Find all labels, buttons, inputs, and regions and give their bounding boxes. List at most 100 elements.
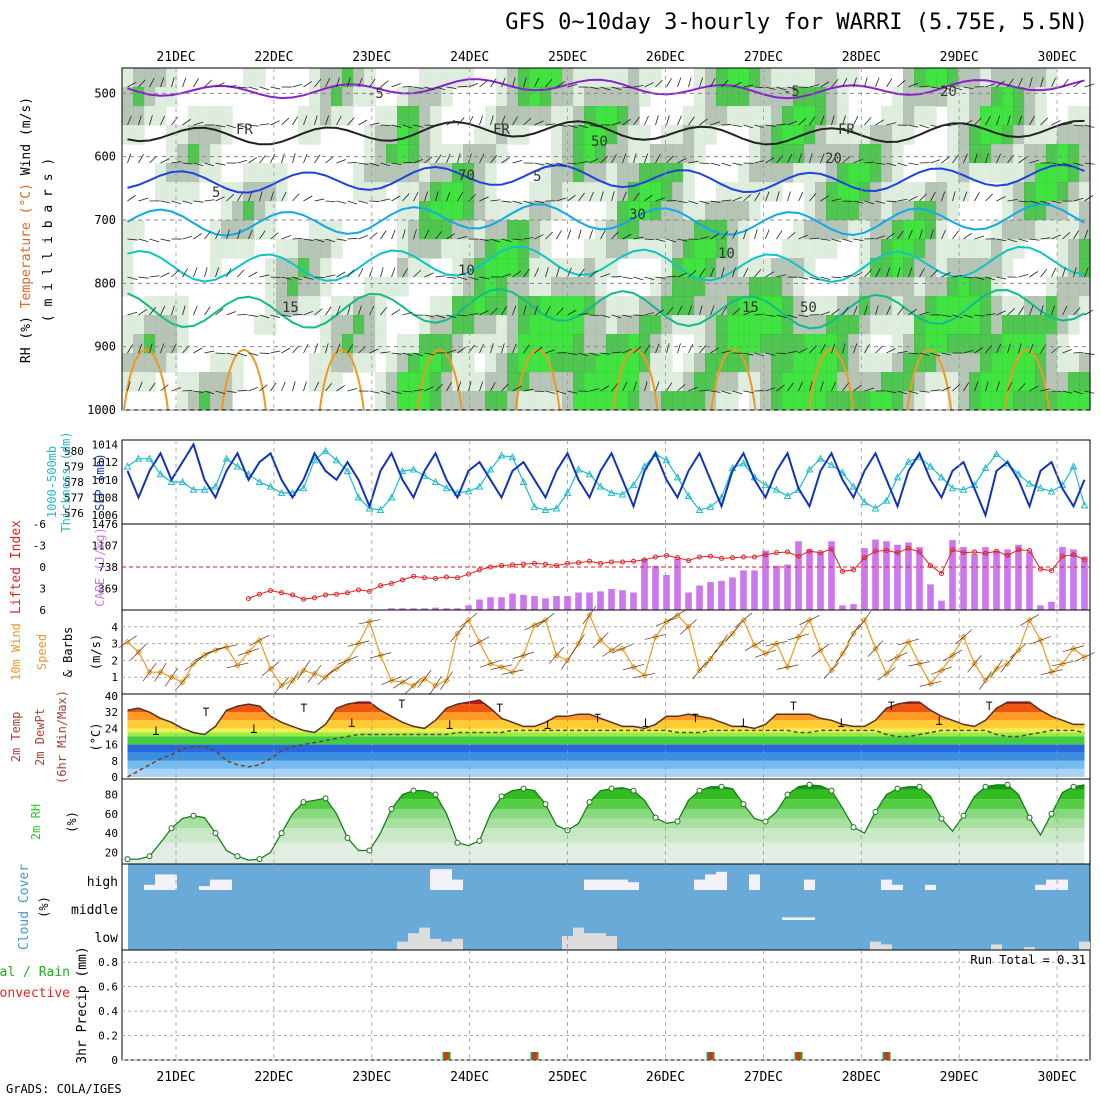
rh-cell	[705, 258, 717, 278]
rh-cell	[672, 220, 684, 240]
wind-frame	[121, 609, 1091, 695]
thickness-point	[233, 462, 242, 470]
rh-cell	[342, 353, 354, 373]
wind-barb	[336, 271, 346, 278]
rh-cell	[991, 106, 1003, 126]
rh-cell	[485, 315, 497, 335]
precip-conv-bar	[532, 1052, 537, 1060]
rh-cell	[320, 239, 332, 259]
wind-barb	[798, 276, 809, 280]
temp-ylabel: 2m Temp	[9, 712, 23, 763]
wind-barb	[1073, 80, 1082, 88]
cloud-bar-low	[419, 927, 430, 950]
rh-cell	[221, 106, 233, 126]
wind-point	[608, 647, 615, 654]
rh-cell	[166, 87, 178, 107]
slp-tick: 1010	[92, 474, 119, 487]
wind-barb	[160, 238, 171, 242]
rh-point	[212, 830, 219, 837]
rh-cell	[122, 125, 134, 145]
wind-barb	[710, 305, 715, 316]
wind-barb	[127, 153, 132, 164]
wind-barb	[908, 308, 917, 316]
rh-cell	[1035, 87, 1047, 107]
wind-barb	[380, 267, 384, 278]
surface-contour	[416, 349, 463, 411]
rh-cell	[903, 106, 915, 126]
thickness-tick: 577	[64, 492, 84, 505]
rh-cell	[826, 87, 838, 107]
rh-cell	[1024, 201, 1036, 221]
wind-barb	[809, 237, 820, 240]
wind-barb	[358, 235, 368, 240]
rh-band	[127, 789, 1085, 800]
wind-barb	[633, 85, 644, 88]
wind-barb	[501, 200, 512, 203]
rh-cell	[375, 144, 387, 164]
wind-point	[190, 660, 197, 667]
rh-cell	[276, 182, 288, 202]
wind-point	[1081, 653, 1088, 661]
rh-cell	[529, 353, 541, 373]
rh-cell	[320, 372, 332, 392]
wind-barb-10m	[1051, 661, 1074, 667]
cape-bar	[509, 593, 516, 610]
wind-barb	[1029, 200, 1040, 204]
cape-bar	[729, 577, 736, 610]
wind-barb	[941, 86, 952, 91]
rh-cell	[958, 106, 970, 126]
rh-cell	[375, 277, 387, 297]
rh-cell	[925, 277, 937, 297]
rh-cell	[1035, 315, 1047, 335]
wind-barb	[413, 124, 424, 128]
rh-cell	[496, 68, 508, 88]
rh-cell	[1046, 296, 1058, 316]
cloud-bar-middle	[793, 917, 804, 920]
rh-cell	[716, 106, 728, 126]
wind-barb	[930, 229, 934, 240]
rh-cell	[375, 296, 387, 316]
thickness-ylabel2: 1000-500mb	[45, 446, 59, 518]
wind-barb	[677, 384, 686, 392]
rh-cell	[881, 353, 893, 373]
wind-barb	[853, 271, 863, 278]
temp-band	[127, 768, 1085, 777]
rh-cell	[947, 334, 959, 354]
thickness-point	[585, 470, 594, 478]
rh-cell	[430, 220, 442, 240]
rh-cell	[1068, 125, 1080, 145]
li-point	[642, 557, 647, 563]
thickness-point	[530, 502, 539, 510]
thickness-point	[1047, 487, 1056, 495]
rh-cell	[441, 201, 453, 221]
rh-cell	[958, 277, 970, 297]
wind-barb	[787, 153, 793, 164]
rh-cell	[694, 201, 706, 221]
rh-cell	[694, 391, 706, 411]
wind-barb	[589, 229, 594, 240]
rh-cell	[639, 315, 651, 335]
rh-cell	[837, 391, 849, 411]
rh-cell	[969, 372, 981, 392]
wind-barb-10m	[317, 669, 334, 686]
rh-cell	[837, 220, 849, 240]
wind-barb	[534, 234, 544, 240]
rh-cell	[166, 315, 178, 335]
rh-cell	[870, 239, 882, 259]
li-point	[818, 550, 823, 556]
wind-barb	[666, 382, 673, 392]
wind-barb-10m	[680, 619, 697, 635]
wind-barb	[655, 381, 660, 392]
wind-barb	[1051, 77, 1056, 88]
rh-cell	[430, 125, 442, 145]
rh-cell	[804, 258, 816, 278]
wind-barb	[578, 229, 582, 240]
wind-point	[971, 660, 978, 667]
rh-cell	[122, 220, 134, 240]
cape-bar	[575, 592, 582, 610]
rh-cell	[892, 144, 904, 164]
rh-cell	[892, 87, 904, 107]
rh-cell	[1002, 220, 1014, 240]
wind-barb	[875, 305, 879, 316]
wind-barb	[820, 195, 830, 202]
